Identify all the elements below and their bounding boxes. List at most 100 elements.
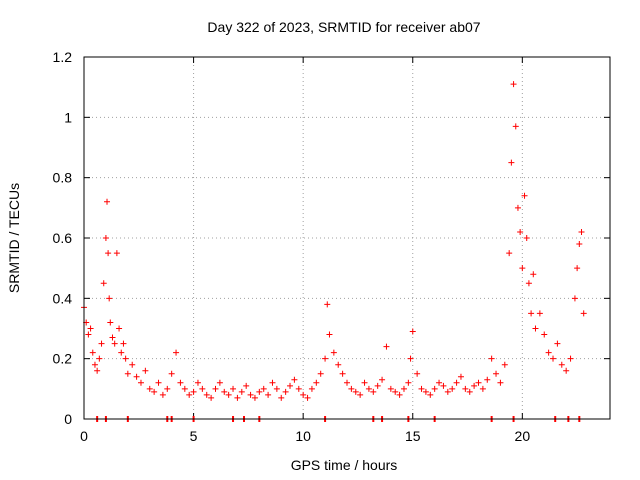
- x-tick-labels: 0 5 10 15 20: [80, 428, 530, 444]
- data-point: [100, 280, 107, 287]
- data-point: [436, 379, 443, 386]
- chart-title: Day 322 of 2023, SRMTID for receiver ab0…: [207, 19, 480, 35]
- data-point: [287, 382, 294, 389]
- data-point: [164, 385, 171, 392]
- data-point: [409, 328, 416, 335]
- data-point: [330, 349, 337, 356]
- data-point: [109, 334, 116, 341]
- data-point: [339, 370, 346, 377]
- data-point: [440, 382, 447, 389]
- data-point: [348, 385, 355, 392]
- data-point: [256, 388, 263, 395]
- data-point: [173, 349, 180, 356]
- data-point: [190, 388, 197, 395]
- data-point: [194, 379, 201, 386]
- data-point: [260, 385, 267, 392]
- data-point: [383, 343, 390, 350]
- data-point: [243, 382, 250, 389]
- y-tick-label: 0.2: [53, 351, 73, 367]
- data-point: [578, 228, 585, 235]
- data-point: [352, 388, 359, 395]
- data-point: [563, 367, 570, 374]
- data-point: [203, 391, 210, 398]
- x-tick-label: 10: [295, 428, 311, 444]
- data-point: [116, 325, 123, 332]
- data-point: [111, 340, 118, 347]
- data-point: [576, 241, 583, 248]
- data-point: [308, 385, 315, 392]
- data-point: [278, 394, 285, 401]
- data-point: [574, 265, 581, 272]
- data-point: [387, 385, 394, 392]
- data-point: [580, 310, 587, 317]
- data-point: [282, 388, 289, 395]
- data-point: [85, 331, 92, 338]
- data-point: [269, 379, 276, 386]
- data-point: [155, 379, 162, 386]
- data-point: [177, 379, 184, 386]
- data-point: [523, 235, 530, 241]
- data-point: [265, 391, 272, 398]
- data-point: [484, 376, 491, 383]
- x-tick-label: 0: [80, 428, 88, 444]
- data-point: [519, 265, 526, 272]
- x-tick-label: 15: [405, 428, 421, 444]
- y-tick-label: 0.8: [53, 170, 73, 186]
- data-point: [181, 385, 188, 392]
- data-point: [124, 370, 131, 377]
- data-point: [479, 385, 486, 392]
- data-point: [230, 385, 237, 392]
- data-point: [471, 382, 478, 389]
- data-point: [431, 385, 438, 392]
- x-tick-label: 5: [190, 428, 198, 444]
- data-point: [567, 355, 574, 362]
- grid-lines: [83, 56, 610, 420]
- data-point: [422, 388, 429, 395]
- data-point: [87, 325, 94, 332]
- data-point: [104, 198, 111, 205]
- data-point: [558, 361, 565, 368]
- data-point: [532, 325, 539, 332]
- data-point: [120, 340, 127, 347]
- data-point: [501, 361, 508, 368]
- data-point: [453, 379, 460, 386]
- data-point: [291, 376, 298, 383]
- data-point: [313, 379, 320, 386]
- data-point: [418, 385, 425, 392]
- data-point: [94, 367, 101, 374]
- data-point: [554, 340, 561, 347]
- data-point: [449, 385, 456, 392]
- data-point: [107, 319, 114, 326]
- data-point: [405, 379, 412, 386]
- data-point: [545, 349, 552, 356]
- data-point: [427, 391, 434, 398]
- data-point: [212, 385, 219, 392]
- data-point: [541, 331, 548, 338]
- y-tick-label: 0: [64, 411, 72, 427]
- data-point: [365, 385, 372, 392]
- y-tick-label: 1.2: [53, 49, 73, 65]
- data-point: [506, 250, 513, 257]
- data-point: [462, 385, 469, 392]
- data-point: [133, 373, 140, 380]
- data-point: [273, 385, 280, 392]
- data-point: [392, 388, 399, 395]
- data-point: [102, 235, 109, 241]
- data-point: [488, 355, 495, 362]
- data-point: [137, 379, 144, 386]
- data-point: [304, 394, 311, 401]
- data-point: [396, 391, 403, 398]
- data-point: [475, 379, 482, 386]
- data-point: [317, 370, 324, 377]
- data-point: [326, 331, 333, 338]
- data-point: [295, 385, 302, 392]
- data-point: [159, 391, 166, 398]
- data-point: [497, 379, 504, 386]
- data-point: [225, 391, 232, 398]
- data-points: [81, 81, 587, 401]
- data-point: [407, 355, 414, 362]
- data-point: [493, 370, 500, 377]
- data-point: [357, 391, 364, 398]
- data-point: [300, 391, 307, 398]
